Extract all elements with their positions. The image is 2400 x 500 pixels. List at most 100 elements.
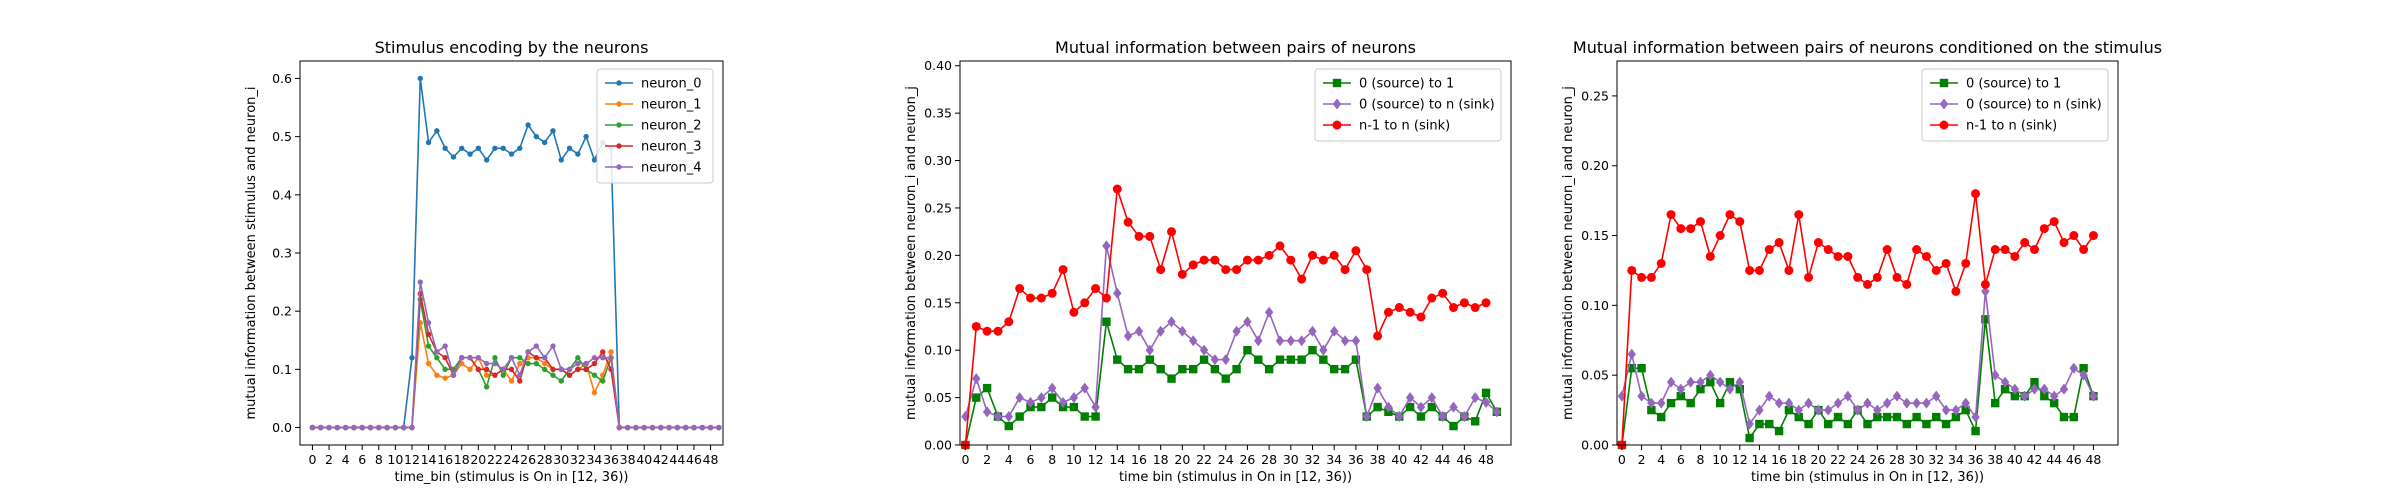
data-point — [1833, 251, 1843, 261]
data-point — [1657, 412, 1666, 422]
data-point — [591, 389, 598, 396]
data-point — [1308, 250, 1318, 260]
x-tick-label: 36 — [1348, 452, 1364, 467]
data-point — [707, 424, 714, 431]
data-point — [1853, 272, 1863, 282]
data-point — [583, 133, 589, 140]
data-point — [1319, 344, 1328, 356]
data-point — [1069, 402, 1079, 412]
data-point — [1047, 393, 1057, 402]
data-point — [1676, 383, 1686, 395]
data-point — [1156, 265, 1166, 275]
data-point — [1745, 418, 1754, 430]
y-tick-label: 0.2 — [272, 304, 292, 319]
data-point — [1210, 255, 1220, 265]
data-point — [1373, 382, 1382, 394]
x-tick-label: 2 — [1638, 452, 1646, 467]
data-point — [1784, 265, 1794, 275]
x-tick-label: 10 — [387, 452, 403, 467]
data-point — [1892, 390, 1902, 402]
legend-entry: neuron_0 — [605, 77, 702, 92]
data-point — [1297, 274, 1307, 284]
data-point — [1264, 250, 1274, 260]
data-point — [1492, 406, 1502, 418]
data-point — [1113, 287, 1122, 299]
data-point — [1794, 412, 1803, 422]
data-point — [508, 151, 515, 157]
data-point — [566, 366, 573, 373]
x-tick-label: 44 — [669, 452, 685, 467]
data-point — [1351, 335, 1361, 347]
x-tick-label: 36 — [603, 452, 619, 467]
data-point — [1015, 412, 1024, 421]
data-point — [1123, 330, 1133, 342]
data-point — [2020, 238, 2030, 248]
data-point — [2030, 377, 2039, 387]
legend-label: n-1 to n (sink) — [1966, 119, 2057, 134]
data-point — [575, 360, 581, 367]
data-point — [1814, 404, 1823, 416]
data-point — [1471, 417, 1480, 426]
data-point — [1774, 426, 1784, 436]
x-tick-label: 48 — [703, 452, 719, 467]
y-tick-label: 0.20 — [924, 248, 952, 263]
series-1 — [961, 317, 1502, 450]
data-point — [1134, 364, 1144, 374]
data-point — [1243, 345, 1252, 355]
data-point — [1715, 376, 1725, 388]
x-tick-label: 10 — [1712, 452, 1728, 467]
data-point — [1286, 355, 1296, 364]
data-point — [716, 424, 722, 431]
x-tick-label: 8 — [1048, 452, 1056, 467]
x-tick-label: 48 — [2085, 452, 2101, 467]
data-point — [1765, 419, 1774, 429]
data-point — [1112, 184, 1122, 194]
y-tick-label: 0.30 — [924, 153, 952, 168]
data-point — [541, 360, 548, 367]
data-point — [1961, 258, 1971, 268]
data-point — [384, 424, 390, 431]
y-tick-label: 0.10 — [924, 343, 952, 358]
data-point — [1254, 335, 1263, 347]
data-point — [666, 424, 672, 431]
data-point — [1863, 419, 1872, 429]
data-point — [425, 331, 432, 338]
x-tick-label: 34 — [1326, 452, 1342, 467]
legend-marker — [616, 101, 622, 107]
data-point — [1232, 364, 1241, 374]
data-point — [442, 366, 448, 373]
legend-label: 0 (source) to n (sink) — [1966, 98, 2102, 113]
data-point — [558, 378, 564, 384]
x-tick-label: 26 — [1239, 452, 1255, 467]
data-point — [1047, 382, 1057, 394]
data-point — [517, 145, 523, 151]
data-point — [1405, 392, 1415, 404]
data-point — [1199, 344, 1209, 356]
data-point — [1405, 402, 1415, 412]
data-point — [1892, 412, 1902, 422]
data-point — [442, 343, 448, 349]
data-point — [1026, 396, 1035, 408]
data-point — [1765, 390, 1774, 402]
data-point — [1188, 364, 1198, 374]
data-point — [2069, 412, 2078, 422]
data-point — [1755, 404, 1764, 416]
x-tick-label: 20 — [1174, 452, 1190, 467]
data-point — [1647, 397, 1656, 409]
data-point — [1308, 325, 1317, 337]
legend-marker — [1939, 98, 1949, 110]
x-tick-label: 46 — [2066, 452, 2082, 467]
legend-entry: neuron_3 — [605, 140, 702, 155]
data-point — [575, 151, 581, 157]
legend-entry: 0 (source) to 1 — [1930, 77, 2061, 92]
data-point — [517, 360, 523, 367]
data-point — [1004, 411, 1014, 423]
data-point — [691, 424, 697, 431]
data-point — [533, 343, 540, 349]
series-line — [312, 292, 719, 429]
data-point — [1774, 397, 1784, 409]
data-point — [1804, 272, 1814, 282]
data-point — [591, 360, 598, 367]
data-point — [1167, 374, 1176, 383]
data-point — [1340, 364, 1350, 374]
